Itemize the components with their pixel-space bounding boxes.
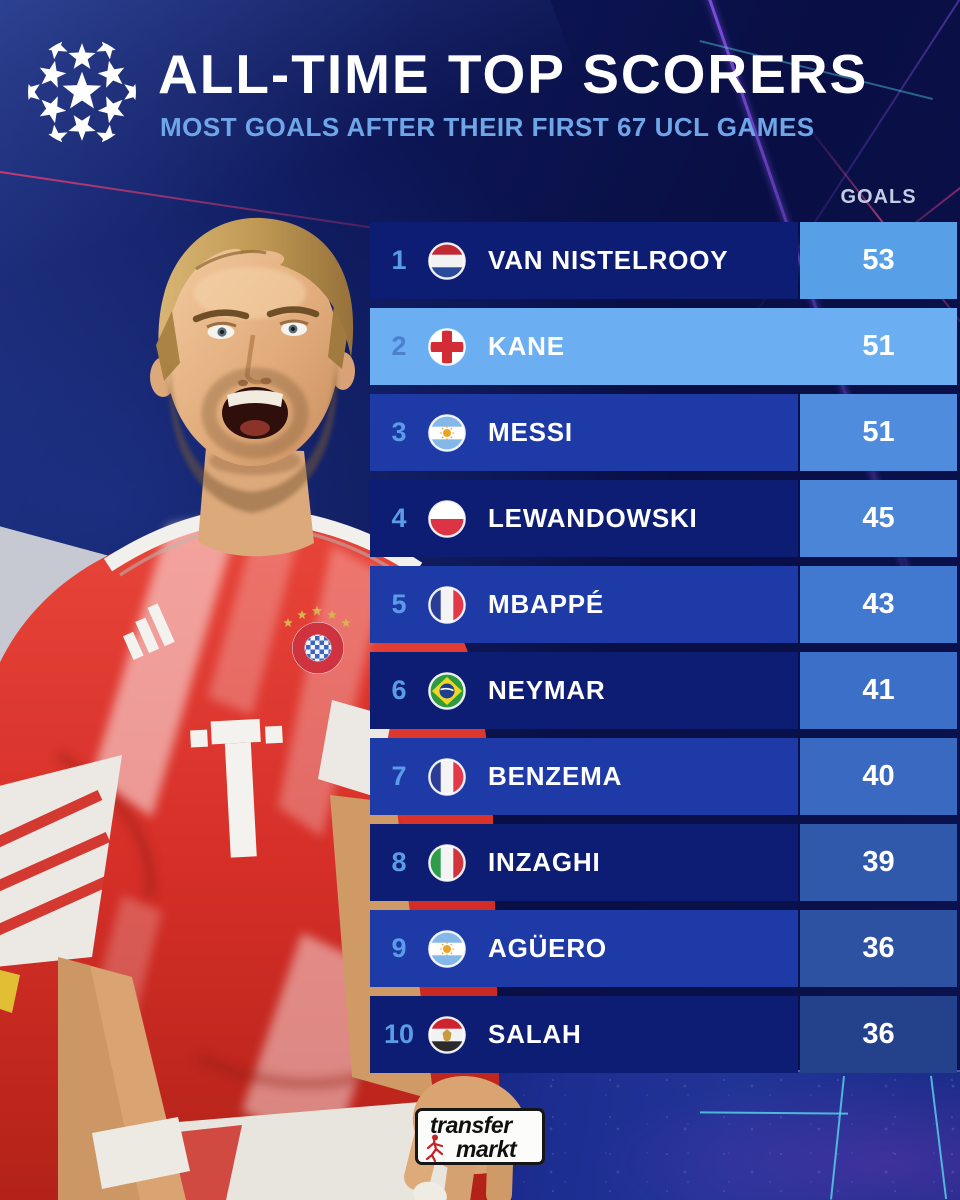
rank-label: 4 [391,503,407,533]
goals-value: 51 [862,416,895,448]
goals-cell: 53 [800,222,957,299]
table-row: 7 BENZEMA 40 [370,738,957,815]
row-main: 2 KANE [370,308,798,385]
goals-cell: 40 [800,738,957,815]
flag-icon-argentina [428,929,466,968]
goals-value: 51 [862,330,895,362]
scorers-table: 1 VAN NISTELROOY 53 2 KANE 51 3 MESSI [370,222,957,1082]
row-main: 7 BENZEMA [370,738,798,815]
player-name: LEWANDOWSKI [488,503,698,533]
table-row: 6 NEYMAR 41 [370,652,957,729]
table-row: 9 AGÜERO 36 [370,910,957,987]
table-row: 2 KANE 51 [370,308,957,385]
flag-icon-england [428,327,466,366]
table-row: 4 LEWANDOWSKI 45 [370,480,957,557]
table-row: 10 SALAH 36 [370,996,957,1073]
goals-value: 41 [862,674,895,706]
table-row: 1 VAN NISTELROOY 53 [370,222,957,299]
transfermarkt-logo: transfer markt [415,1108,545,1165]
rank-label: 6 [391,675,407,705]
row-main: 3 MESSI [370,394,798,471]
goals-value: 40 [862,760,895,792]
goals-cell: 36 [800,996,957,1073]
flag-icon-france [428,585,466,624]
goals-value: 53 [862,244,895,276]
rank-label: 8 [391,847,407,877]
transfermarkt-wordmark-line2: markt [456,1136,517,1162]
player-name: BENZEMA [488,761,623,791]
flag-icon-france [428,757,466,796]
goals-value: 39 [862,846,895,878]
row-main: 1 VAN NISTELROOY [370,222,798,299]
flag-icon-argentina [428,413,466,452]
rank-label: 1 [391,245,407,275]
goals-cell: 45 [800,480,957,557]
goals-cell: 36 [800,910,957,987]
flag-icon-egypt [428,1015,466,1054]
page-title: ALL-TIME TOP SCORERS [158,43,869,105]
row-main: 8 INZAGHI [370,824,798,901]
rank-label: 2 [391,331,407,361]
flag-icon-poland [428,499,466,538]
rank-label: 9 [391,933,407,963]
rank-label: 10 [383,1019,415,1049]
row-main: 6 NEYMAR [370,652,798,729]
player-name: SALAH [488,1019,582,1049]
table-row: 5 MBAPPÉ 43 [370,566,957,643]
flag-icon-netherlands [428,241,466,280]
goals-column-header: GOALS [840,186,917,208]
player-name: INZAGHI [488,847,601,877]
flag-icon-italy [428,843,466,882]
table-row: 8 INZAGHI 39 [370,824,957,901]
row-main: 10 SALAH [370,996,798,1073]
table-row: 3 MESSI 51 [370,394,957,471]
ucl-starball-logo [28,38,136,146]
goals-cell: 39 [800,824,957,901]
player-name: KANE [488,331,565,361]
player-name: NEYMAR [488,675,606,705]
rank-label: 3 [391,417,407,447]
flag-icon-brazil [428,671,466,710]
row-gap [798,308,800,385]
row-main: 5 MBAPPÉ [370,566,798,643]
goals-cell: 41 [800,652,957,729]
page-subtitle: MOST GOALS AFTER THEIR FIRST 67 UCL GAME… [160,112,815,142]
goals-cell: 51 [800,394,957,471]
player-name: VAN NISTELROOY [488,245,729,275]
transfermarkt-wordmark-line1: transfer [430,1112,512,1138]
rank-label: 7 [391,761,407,791]
goals-value: 43 [862,588,895,620]
row-main: 4 LEWANDOWSKI [370,480,798,557]
rank-label: 5 [391,589,407,619]
player-name: MBAPPÉ [488,589,605,619]
goals-cell: 51 [800,308,957,385]
goals-value: 36 [862,1018,895,1050]
player-name: MESSI [488,417,573,447]
goals-value: 45 [862,502,895,534]
row-main: 9 AGÜERO [370,910,798,987]
goals-cell: 43 [800,566,957,643]
background-beam [0,940,406,1010]
goals-value: 36 [862,932,895,964]
transfermarkt-player-icon [425,1134,444,1163]
player-name: AGÜERO [488,933,607,963]
